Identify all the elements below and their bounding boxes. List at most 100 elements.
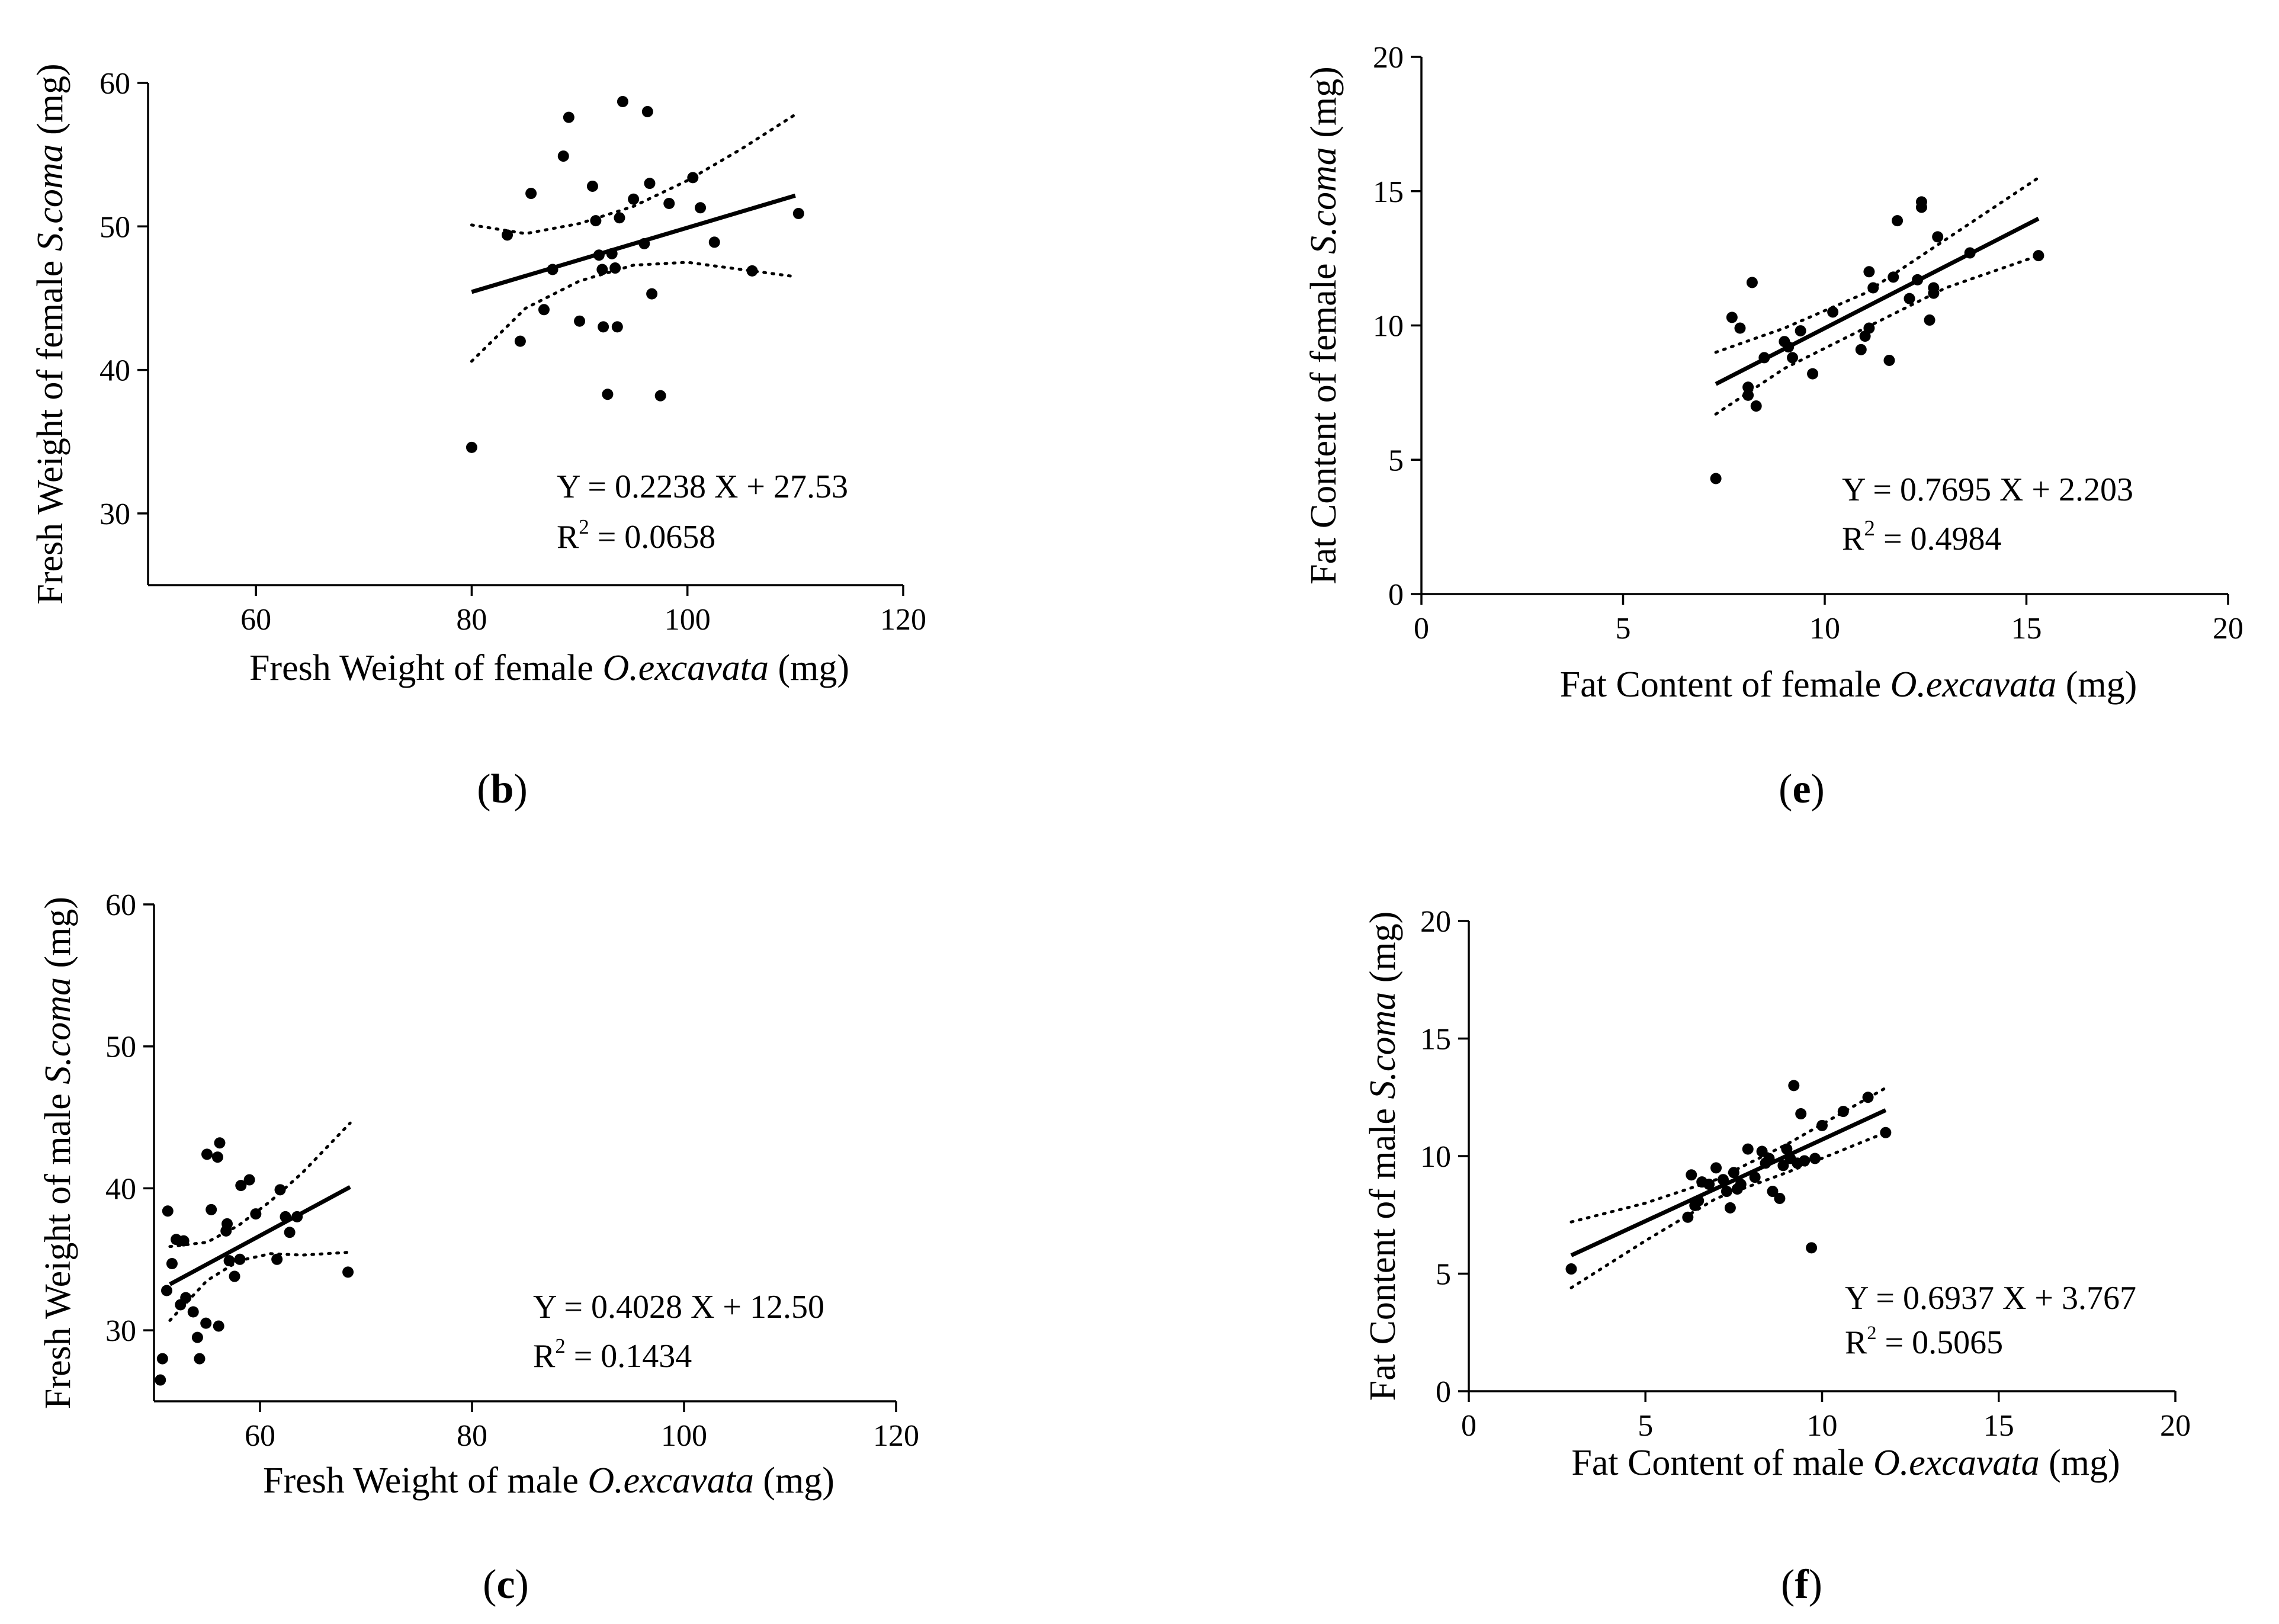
y-tick-label: 60: [105, 888, 136, 922]
data-point: [1758, 352, 1770, 364]
data-point: [280, 1211, 291, 1222]
r-squared-exponent: 2: [579, 515, 589, 538]
data-point: [1863, 266, 1875, 278]
r-squared: R2 = 0.0658: [557, 515, 715, 556]
r-squared-symbol: R: [557, 519, 579, 556]
data-point: [200, 1317, 212, 1329]
data-point: [1924, 314, 1935, 326]
r-squared-value: = 0.0658: [589, 519, 716, 556]
x-axis-label-unit: (mg): [2040, 1443, 2120, 1483]
y-tick-label: 30: [99, 498, 130, 531]
x-tick-label: 0: [1461, 1409, 1476, 1443]
data-point: [1888, 271, 1899, 283]
data-point: [708, 236, 720, 248]
r-squared-value: = 0.5065: [1876, 1324, 2003, 1361]
data-point: [2033, 250, 2044, 262]
y-tick-label: 15: [1373, 175, 1404, 209]
data-point: [644, 178, 656, 190]
data-point: [214, 1137, 226, 1149]
data-point: [223, 1255, 235, 1267]
data-point: [1827, 306, 1839, 318]
x-axis-label-pre: Fresh Weight of female: [249, 648, 602, 688]
x-tick-label: 10: [1809, 612, 1840, 646]
data-point: [563, 111, 574, 123]
data-point: [1724, 1202, 1736, 1214]
r-squared-value: = 0.4984: [1875, 521, 2002, 557]
data-point: [1795, 325, 1806, 337]
data-point: [235, 1180, 247, 1192]
regression-equation: Y = 0.2238 X + 27.53: [557, 468, 848, 505]
panel-label: (c): [483, 1562, 529, 1607]
panel-letter: e: [1792, 766, 1811, 812]
x-tick-label: 20: [2213, 612, 2243, 646]
data-point: [1693, 1195, 1705, 1206]
y-tick-label: 10: [1373, 310, 1404, 344]
data-point: [155, 1374, 166, 1386]
data-point: [1742, 1143, 1754, 1155]
data-point: [609, 262, 621, 274]
data-point: [1795, 1108, 1807, 1120]
data-point: [274, 1184, 286, 1196]
regression-equation: Y = 0.4028 X + 12.50: [533, 1289, 824, 1325]
data-point: [593, 249, 605, 261]
data-point: [1855, 344, 1867, 355]
data-point: [596, 264, 608, 275]
y-tick-label: 5: [1436, 1258, 1451, 1292]
data-point: [1735, 1179, 1747, 1190]
x-tick-label: 100: [661, 1419, 707, 1453]
data-point: [211, 1151, 223, 1163]
x-axis-label-pre: Fat Content of female: [1560, 665, 1890, 705]
y-tick-label: 60: [99, 67, 130, 101]
data-point: [1721, 1186, 1732, 1198]
data-point: [598, 321, 609, 333]
data-point: [525, 188, 537, 200]
x-axis-label-unit: (mg): [2056, 665, 2137, 705]
data-point: [1904, 293, 1915, 304]
data-point: [187, 1306, 199, 1318]
x-tick-label: 120: [880, 603, 926, 637]
data-point: [538, 304, 550, 316]
panel-letter: b: [491, 766, 514, 812]
data-point: [156, 1353, 168, 1365]
data-point: [638, 237, 650, 249]
data-point: [1867, 282, 1879, 294]
regression-line: [169, 1185, 351, 1286]
r-squared-value: = 0.1434: [566, 1338, 692, 1375]
confidence-band-upper: [1569, 1086, 1888, 1224]
data-point: [162, 1205, 174, 1217]
y-axis-label: Fat Content of female S.coma (mg): [1304, 66, 1344, 585]
y-axis-label-pre: Fat Content of female: [1304, 254, 1344, 585]
data-point: [590, 215, 602, 227]
confidence-band-upper: [1714, 176, 2040, 354]
x-axis-label: Fat Content of male O.excavata (mg): [1571, 1443, 2120, 1483]
data-point: [1777, 1160, 1789, 1172]
data-point: [1964, 247, 1976, 259]
y-tick-label: 50: [105, 1031, 136, 1064]
y-axis-label-unit: (mg): [30, 63, 70, 144]
data-point: [161, 1285, 172, 1296]
panel-label: (f): [1781, 1562, 1822, 1607]
data-point: [1742, 381, 1754, 393]
data-point: [586, 180, 598, 192]
data-point: [1787, 352, 1799, 364]
data-point: [271, 1253, 283, 1265]
y-axis-label-species: S.coma: [38, 977, 78, 1084]
x-tick-label: 15: [2011, 612, 2042, 646]
data-point: [222, 1218, 233, 1230]
confidence-band-upper: [470, 113, 797, 235]
data-point: [206, 1203, 217, 1215]
confidence-band-upper: [168, 1121, 352, 1249]
data-point: [1749, 1172, 1761, 1183]
x-tick-label: 10: [1807, 1409, 1838, 1443]
data-point: [466, 441, 477, 453]
x-axis-label-species: O.excavata: [1873, 1443, 2040, 1483]
y-axis-label-pre: Fat Content of male: [1363, 1099, 1403, 1401]
data-point: [1686, 1169, 1697, 1181]
data-point: [695, 202, 707, 214]
data-point: [1763, 1153, 1775, 1164]
y-tick-label: 5: [1388, 444, 1404, 477]
data-point: [1710, 473, 1722, 484]
x-axis-label-species: O.excavata: [1890, 665, 2057, 705]
panel-letter: c: [496, 1562, 515, 1607]
data-point: [284, 1227, 296, 1238]
